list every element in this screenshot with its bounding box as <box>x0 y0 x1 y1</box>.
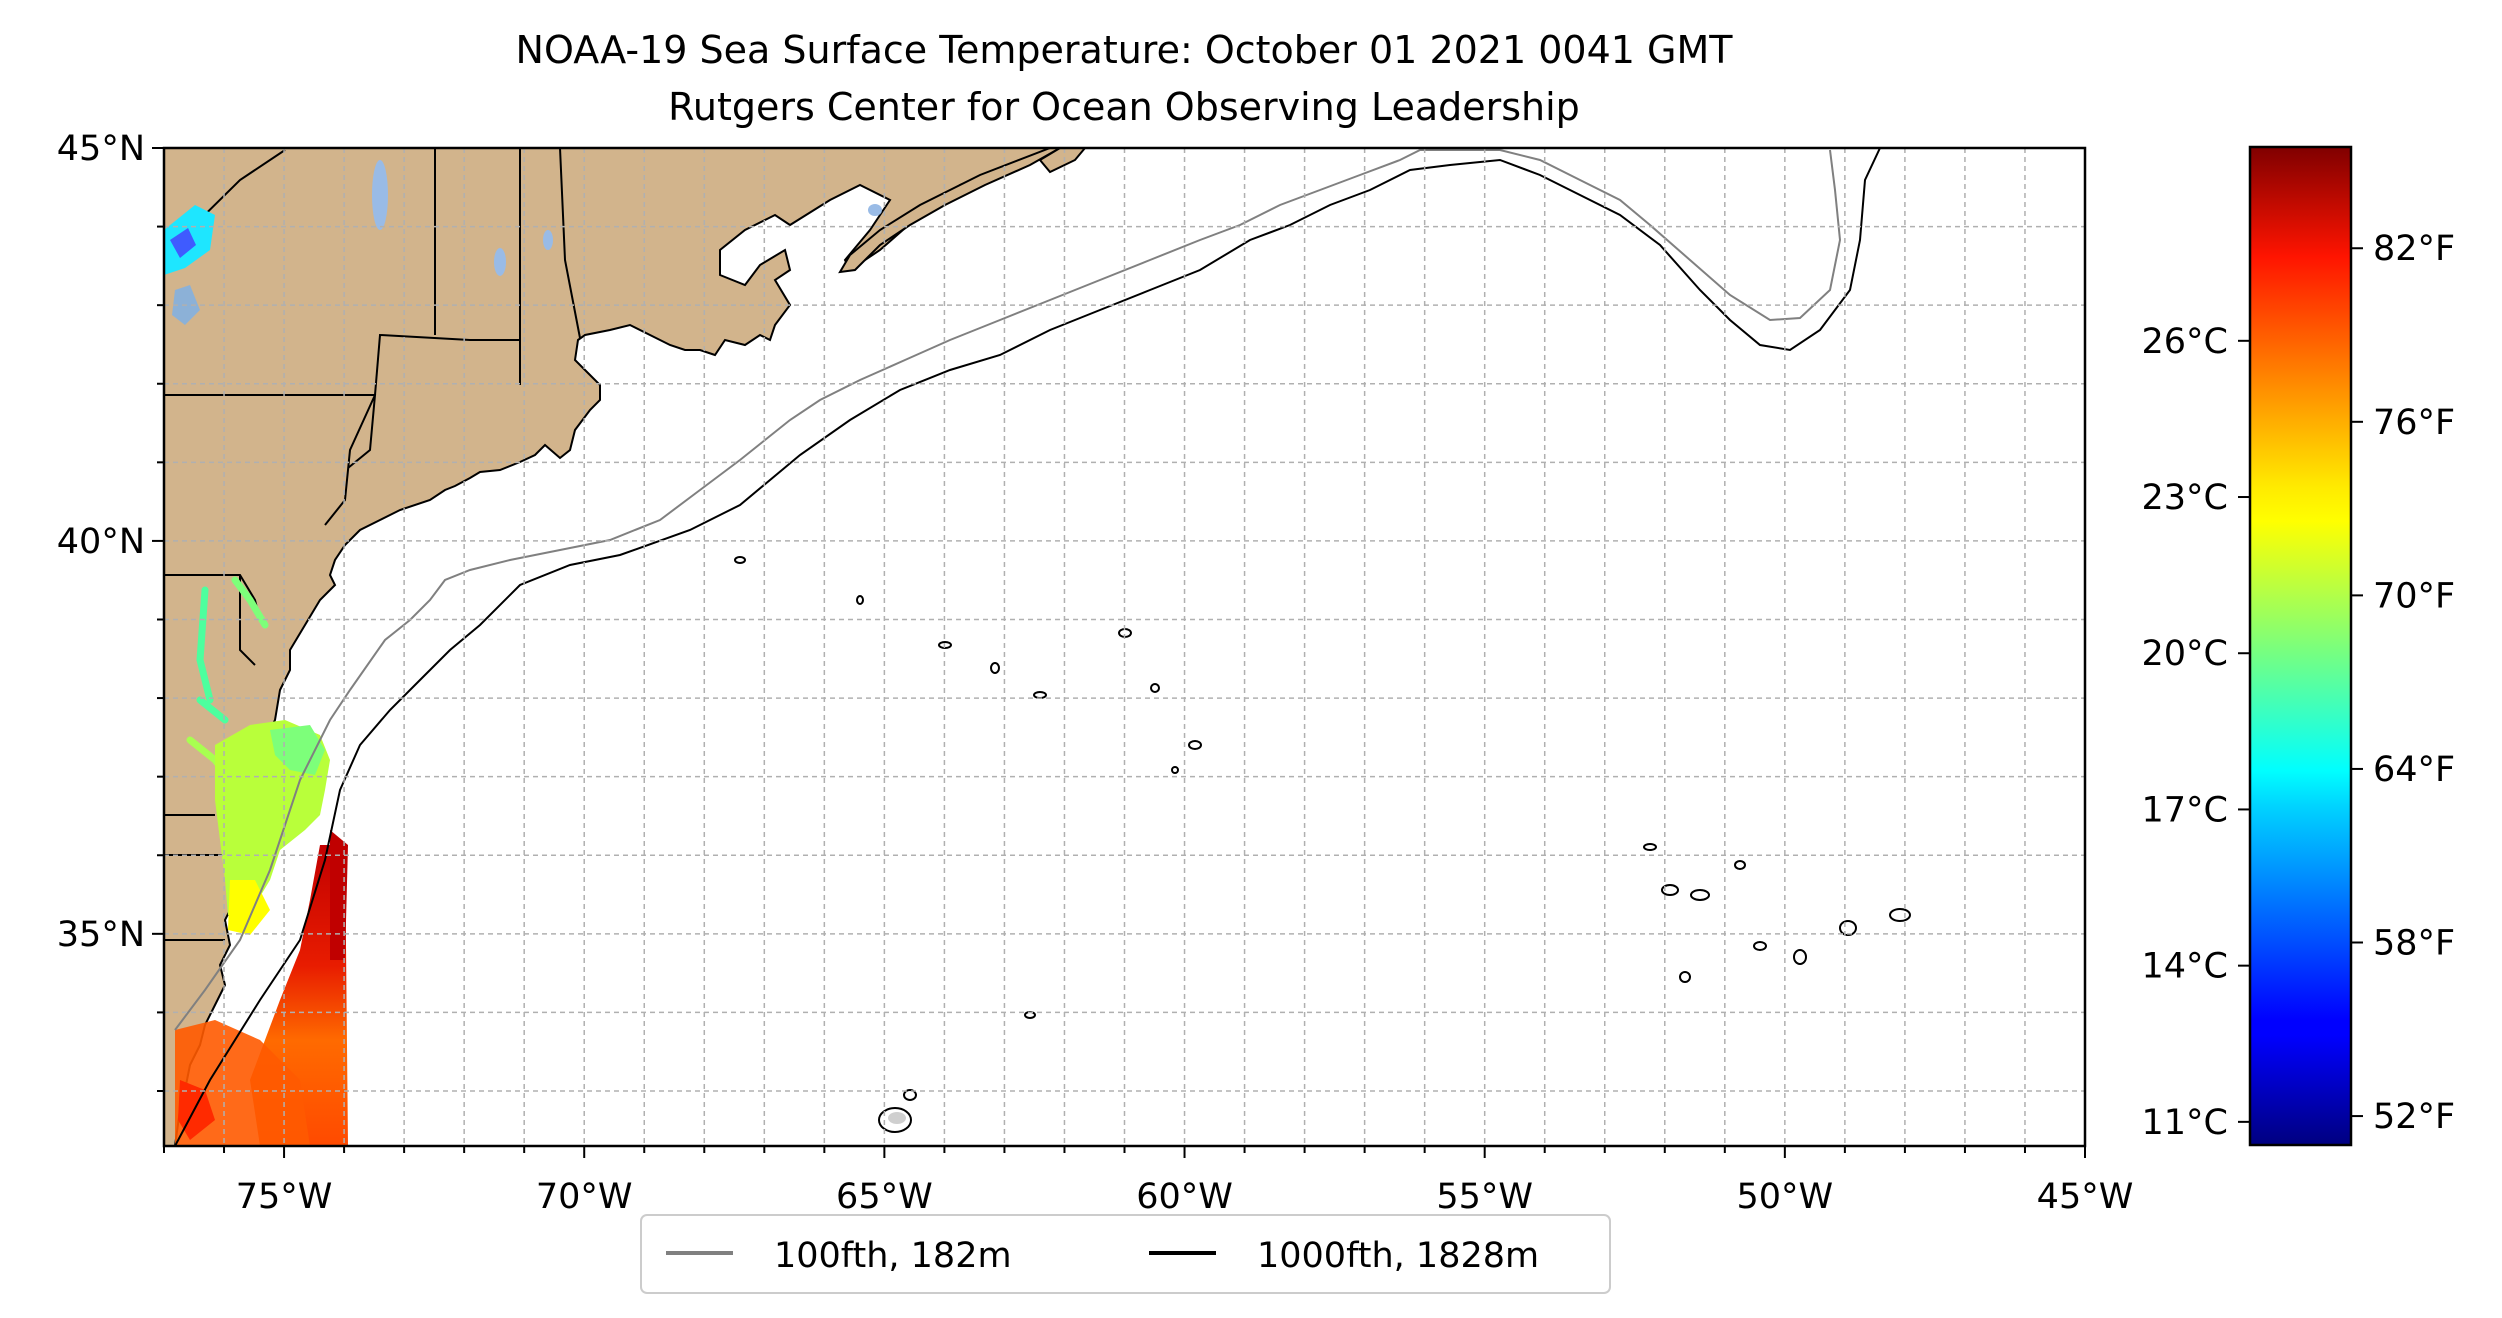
lat-tick-label: 40°N <box>57 522 145 562</box>
cape-breton <box>1038 148 1087 174</box>
lon-tick-label: 60°W <box>1136 1177 1233 1217</box>
colorbar-f-tick-label: 76°F <box>2373 403 2455 443</box>
seamount-shaded <box>888 1112 906 1124</box>
sst-inland-patch <box>164 205 215 325</box>
legend: 100fth, 182m 1000fth, 1828m <box>640 1214 1611 1294</box>
colorbar-f-tick-label: 64°F <box>2373 750 2455 790</box>
state-borders <box>164 148 581 941</box>
map-panel[interactable]: 75°W 70°W 65°W 60°W 55°W 50°W 45°W 45°N 40°N 35°… <box>57 129 2134 1217</box>
colorbar-c-tick-label: 26°C <box>2142 322 2228 362</box>
colorbar-c-tick-label: 23°C <box>2142 478 2228 518</box>
colorbar-f-tick-label: 58°F <box>2373 924 2455 964</box>
lat-tick-label: 35°N <box>57 915 145 955</box>
isobath-100fth <box>174 149 1842 1031</box>
nova-scotia <box>838 148 1063 274</box>
lon-tick-label: 70°W <box>536 1177 633 1217</box>
colorbar-gradient <box>2248 145 2353 1147</box>
lon-tick-label: 50°W <box>1737 1177 1834 1217</box>
colorbar-fahrenheit-ticks: 52°F 58°F 64°F 70°F 76°F 82°F <box>2351 229 2455 1137</box>
colorbar-c-tick-label: 11°C <box>2142 1103 2228 1143</box>
lon-tick-label: 65°W <box>836 1177 933 1217</box>
lon-tick-label: 55°W <box>1436 1177 1533 1217</box>
lakes <box>372 160 882 276</box>
lon-tick-label: 75°W <box>236 1177 333 1217</box>
title-line-1: NOAA-19 Sea Surface Temperature: October… <box>516 28 1734 72</box>
colorbar-c-tick-label: 17°C <box>2142 790 2228 830</box>
legend-box <box>640 1214 1611 1294</box>
colorbar-f-tick-label: 52°F <box>2373 1097 2455 1137</box>
lon-axis: 75°W 70°W 65°W 60°W 55°W 50°W 45°W <box>163 1146 2134 1217</box>
legend-label-1000fth: 1000fth, 1828m <box>1257 1236 1539 1276</box>
colorbar-celsius-ticks: 11°C 14°C 17°C 20°C 23°C 26°C <box>2142 322 2250 1143</box>
colorbar-c-tick-label: 14°C <box>2142 947 2228 987</box>
isobath-1000fth <box>174 148 1881 1146</box>
lon-tick-label: 45°W <box>2037 1177 2134 1217</box>
colorbar-c-tick-label: 20°C <box>2142 634 2228 674</box>
lat-tick-label: 45°N <box>57 129 145 169</box>
legend-label-100fth: 100fth, 182m <box>774 1236 1012 1276</box>
colorbar-f-tick-label: 70°F <box>2373 576 2455 616</box>
lat-axis: 45°N 40°N 35°N <box>57 129 164 1092</box>
colorbar-f-tick-label: 82°F <box>2373 229 2455 269</box>
title-line-2: Rutgers Center for Ocean Observing Leade… <box>668 85 1580 129</box>
gridlines <box>163 147 2086 1146</box>
colorbar: 52°F 58°F 64°F 70°F 76°F 82°F 11°C 14°C 17°C 20°… <box>2142 145 2455 1147</box>
